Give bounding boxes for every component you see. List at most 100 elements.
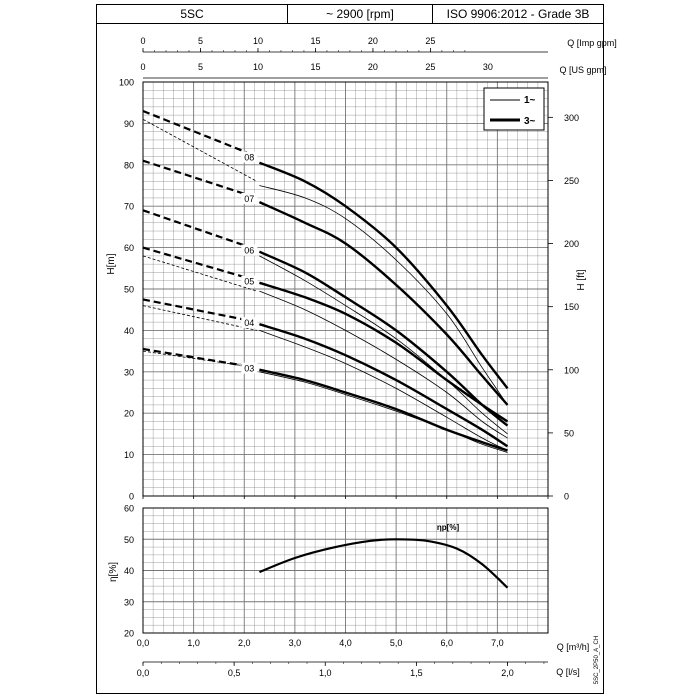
head-y-tick: 70 [124, 202, 134, 212]
eff-y-tick: 60 [124, 504, 134, 514]
head-y-tick: 40 [124, 326, 134, 336]
efficiency-curve [259, 538, 509, 589]
us-gpm-tick: 20 [368, 62, 378, 72]
head-chart: 0102030405060708090100050100150200250300… [119, 36, 579, 502]
curve-label-bg [241, 362, 258, 374]
eff-plot-border [142, 507, 549, 634]
ls-tick: 0,0 [137, 668, 150, 678]
head-y-tick: 0 [129, 492, 134, 502]
eff-x-tick: 6,0 [440, 638, 453, 648]
us-gpm-tick: 5 [198, 62, 203, 72]
head-y2-tick: 0 [564, 492, 569, 502]
eff-curve-label: ηp[%] [437, 523, 460, 532]
curve-03-thick [259, 368, 508, 452]
imp-gpm-tick: 20 [368, 36, 378, 46]
curve-05-dashed-thin [142, 255, 258, 292]
curve-08-thick [258, 161, 509, 390]
side-code: 5SC_2P50_A_CH [594, 636, 600, 684]
curve-04-thick [259, 323, 509, 448]
curve-label-07: 07 [244, 194, 254, 204]
legend-thick-label: 3~ [524, 116, 536, 127]
curve-03-dashed [142, 347, 258, 369]
curve-06-thin [259, 255, 508, 435]
curve-04-dashed-thin [142, 305, 257, 331]
curve-label-bg [241, 192, 258, 204]
us-gpm-tick: 0 [140, 62, 145, 72]
head-y2-tick: 100 [564, 365, 579, 375]
curve-06-dashed [142, 209, 258, 251]
eff-x-tick: 3,0 [289, 638, 302, 648]
head-y-tick: 100 [119, 78, 134, 88]
chart-text-overlay: H[m] H [ft] Q [Imp gpm] Q [US gpm] η[%] … [106, 38, 617, 684]
imp-gpm-tick: 15 [310, 36, 320, 46]
eff-x-tick: 7,0 [491, 638, 504, 648]
ls-tick: 1,5 [410, 668, 423, 678]
head-y2-tick: 50 [564, 428, 574, 438]
curve-08-thin [259, 185, 508, 406]
head-y2-tick: 250 [564, 176, 579, 186]
head-y-tick: 20 [124, 409, 134, 419]
head-y2-label: H [ft] [576, 269, 587, 290]
eff-y-tick: 50 [124, 535, 134, 545]
imp-gpm-tick: 0 [140, 36, 145, 46]
us-gpm-label: Q [US gpm] [559, 65, 606, 75]
imp-gpm-tick: 10 [253, 36, 263, 46]
curve-label-bg [241, 244, 258, 256]
head-y-label: H[m] [106, 253, 117, 274]
head-y2-tick: 150 [564, 302, 579, 312]
eff-y-tick: 30 [124, 597, 134, 607]
head-y-tick: 80 [124, 160, 134, 170]
eff-x-tick: 4,0 [339, 638, 352, 648]
us-gpm-tick: 30 [483, 62, 493, 72]
eff-y-tick: 20 [124, 629, 134, 639]
curve-label-bg [241, 317, 258, 329]
head-y2-tick: 200 [564, 239, 579, 249]
head-y-tick: 10 [124, 450, 134, 460]
standard-cell: ISO 9906:2012 - Grade 3B [446, 7, 590, 21]
curve-07-thick [258, 201, 509, 406]
curve-label-04: 04 [244, 318, 254, 328]
curve-05-dashed [142, 246, 258, 282]
head-y-tick: 90 [124, 119, 134, 129]
us-gpm-tick: 15 [310, 62, 320, 72]
sheet-frame [96, 24, 604, 694]
curve-07-dashed [142, 159, 258, 199]
imp-gpm-label: Q [Imp gpm] [567, 38, 617, 48]
eff-x-tick: 0,0 [137, 638, 150, 648]
curve-label-bg [241, 151, 258, 163]
curve-08-dashed [142, 109, 258, 158]
ls-tick: 1,0 [319, 668, 332, 678]
curve-04-dashed [142, 298, 258, 324]
imp-gpm-tick: 25 [425, 36, 435, 46]
ls-tick: 2,0 [501, 668, 514, 678]
efficiency-chart: 20 30 40 50 60 0,0 1,0 2,0 3,0 4,0 5,0 6,0 7,0 0,0 0,5… [124, 504, 549, 678]
curve-label-08: 08 [244, 153, 254, 163]
curve-08-dashed-thin [142, 118, 258, 182]
eff-x-tick: 5,0 [390, 638, 403, 648]
curve-05-thick [259, 281, 509, 423]
us-gpm-tick: 25 [425, 62, 435, 72]
curve-label-bg [241, 275, 258, 287]
model-cell: 5SC [97, 5, 288, 23]
head-y-tick: 30 [124, 367, 134, 377]
eff-y-label: η[%] [108, 562, 119, 582]
speed-cell: ~ 2900 [rpm] [288, 5, 433, 23]
head-y-tick: 50 [124, 285, 134, 295]
q-ls-label: Q [l/s] [556, 667, 580, 677]
curve-label-03: 03 [244, 364, 254, 374]
q-m3h-label: Q [m³/h] [557, 642, 590, 652]
curve-label-06: 06 [244, 246, 254, 256]
curve-label-05: 05 [244, 277, 254, 287]
curve-03-thin [259, 371, 508, 453]
eff-y-tick: 40 [124, 566, 134, 576]
imp-gpm-tick: 5 [198, 36, 203, 46]
legend-thin-label: 1~ [524, 95, 536, 106]
curve-04-thin [259, 330, 508, 451]
head-y2-tick: 300 [564, 113, 579, 123]
header-bar: 5SC ~ 2900 [rpm] ISO 9906:2012 - Grade 3… [96, 4, 604, 24]
ls-tick: 0,5 [228, 668, 241, 678]
head-y-tick: 60 [124, 243, 134, 253]
us-gpm-tick: 10 [253, 62, 263, 72]
